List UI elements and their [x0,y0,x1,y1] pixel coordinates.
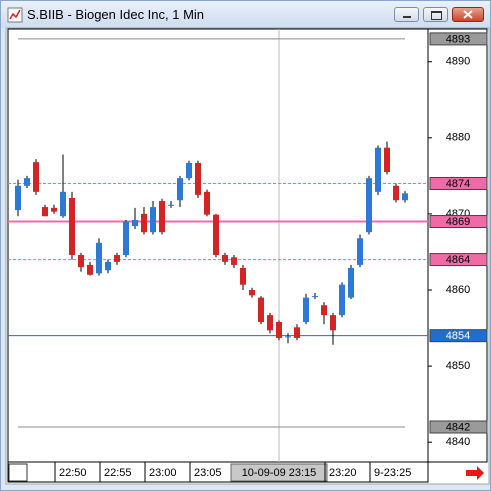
scroll-arrow[interactable] [466,466,484,480]
candle-body [321,305,327,316]
x-tick-label: 22:50 [59,467,87,479]
y-tick-label: 4890 [446,56,470,68]
candle-body [348,267,354,298]
candle-body [294,327,300,338]
candle-body [249,290,255,296]
price-axis [427,28,488,463]
level-marker [429,32,488,46]
candle-body [168,204,174,206]
candle-body [231,257,237,265]
candle-body [42,207,48,217]
candle-body [312,296,318,298]
x-tick-label: 9-23:25 [374,467,411,479]
title-bar: S.BIIB - Biogen Idec Inc, 1 Min [1,1,490,28]
corner-box[interactable] [8,463,28,482]
candle-body [330,315,336,331]
level-marker-label: 4864 [446,254,470,266]
maximize-button[interactable] [423,7,448,22]
candle-body [213,214,219,256]
level-marker [429,420,488,434]
candle-body [357,238,363,265]
window-title: S.BIIB - Biogen Idec Inc, 1 Min [27,7,205,22]
candle-body [195,162,201,195]
candle-body [78,255,84,268]
candle-body [96,242,102,274]
candle-body [150,207,156,233]
level-marker-label: 4874 [446,178,470,190]
y-tick-label: 4860 [446,284,470,296]
close-button[interactable] [452,7,484,22]
candle-body [375,147,381,192]
y-tick-label: 4840 [446,436,470,448]
candle-body [123,221,129,256]
y-tick-label: 4880 [446,132,470,144]
y-tick-label: 4850 [446,360,470,372]
level-marker-label: 4893 [446,33,470,45]
candle-body [177,178,183,201]
candle-body [159,200,165,233]
candle-body [222,255,228,262]
app-icon [7,7,23,23]
candle-body [105,261,111,271]
candle-body [240,267,246,285]
candle-body [24,178,30,186]
candle-body [393,185,399,201]
candle-body [303,297,309,322]
candle-body [114,255,120,262]
candle-body [51,207,57,212]
level-marker [429,176,488,190]
level-marker-label: 4854 [446,330,470,342]
candle-body [258,297,264,322]
candle-body [285,336,291,338]
candle-body [87,264,93,275]
minimize-button[interactable] [394,7,419,22]
candle-body [15,185,21,211]
candle-body [186,162,192,179]
x-tick-label: 23:00 [149,467,177,479]
candle-body [69,197,75,256]
candle-body [402,193,408,201]
candle-body [276,321,282,338]
level-marker [429,253,488,267]
cursor-time-label: 10-09-09 23:15 [242,467,317,479]
candle-body [33,162,39,192]
x-tick-label: 23:05 [194,467,222,479]
level-marker-label: 4869 [446,216,470,228]
x-tick-label: 23:20 [329,467,357,479]
candle-body [366,178,372,233]
candle-body [204,191,210,215]
candle-body [141,213,147,233]
candle-body [267,315,273,331]
candle-body [339,284,345,316]
candle-body [60,191,66,217]
level-marker-label: 4842 [446,421,470,433]
candle-body [384,147,390,173]
candle-body [132,220,138,227]
x-tick-label: 22:55 [104,467,132,479]
level-marker [429,329,488,343]
level-marker [429,215,488,229]
cursor-time-box [230,463,328,482]
